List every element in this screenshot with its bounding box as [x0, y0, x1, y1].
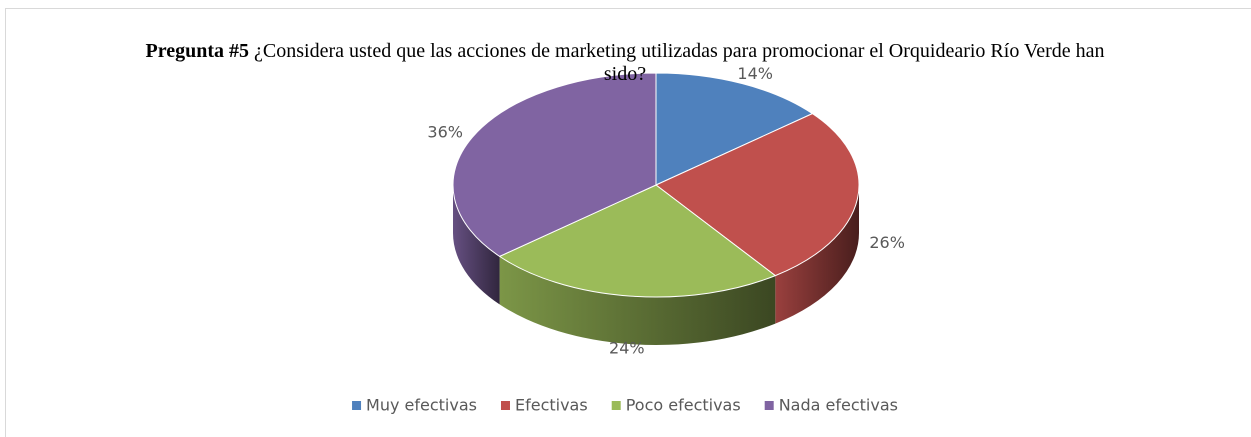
chart-border: [5, 8, 1251, 437]
slice-side: [775, 185, 859, 324]
data-label: 26%: [869, 233, 905, 252]
slice: [655, 72, 814, 186]
chart-title: Pregunta #5 ¿Considera usted que las acc…: [130, 40, 1120, 86]
legend-swatch: [764, 401, 774, 410]
legend-label: Poco efectivas: [626, 396, 741, 415]
data-label: 14%: [737, 64, 773, 83]
legend-label: Nada efectivas: [779, 396, 898, 415]
legend-swatch: [611, 401, 621, 410]
slice-side: [453, 185, 500, 305]
legend-swatch: [352, 401, 362, 410]
legend-swatch: [500, 401, 510, 410]
legend-label: Muy efectivas: [366, 396, 477, 415]
slice: [498, 184, 777, 298]
slice-side: [499, 256, 776, 346]
slice: [655, 113, 860, 277]
title-bold: Pregunta #5: [145, 40, 250, 62]
data-label: 36%: [427, 123, 463, 142]
legend-label: Efectivas: [515, 396, 588, 415]
data-label: 24%: [609, 339, 645, 358]
slice: [452, 72, 657, 257]
title-text: ¿Considera usted que las acciones de mar…: [254, 40, 1105, 85]
